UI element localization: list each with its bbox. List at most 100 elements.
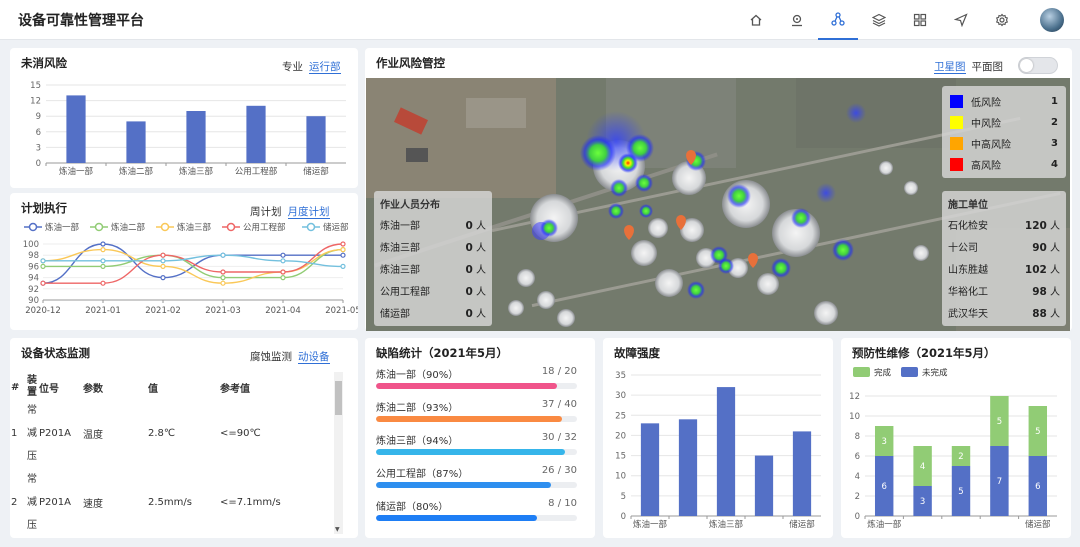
row-name: 炼油三部 bbox=[380, 242, 420, 254]
series-line bbox=[43, 254, 344, 268]
x-tick-label: 储运部 bbox=[1025, 519, 1051, 530]
y-tick-label: 6 bbox=[855, 452, 860, 462]
data-point bbox=[100, 280, 106, 286]
row-value: 0 bbox=[465, 285, 473, 298]
cell-unit-tag: 常减压 P201A bbox=[27, 468, 83, 537]
scroll-down-icon[interactable]: ▼ bbox=[335, 526, 340, 533]
legend-count: 2 bbox=[1051, 117, 1058, 128]
legend-label: 中高风险 bbox=[971, 140, 1011, 151]
tab-rotating-equipment[interactable]: 动设备 bbox=[298, 351, 330, 364]
defect-label-row: 炼油二部（93%） 37 / 40 bbox=[376, 399, 577, 414]
y-tick-label: 15 bbox=[30, 81, 41, 91]
legend-swatch bbox=[950, 116, 963, 129]
data-label: 5 bbox=[997, 417, 1002, 427]
scrollbar-thumb[interactable] bbox=[335, 381, 342, 415]
data-point bbox=[160, 274, 166, 281]
tab-plan-view[interactable]: 平面图 bbox=[971, 61, 1004, 73]
data-point bbox=[160, 263, 166, 270]
y-tick-label: 98 bbox=[28, 251, 39, 261]
data-point bbox=[220, 252, 226, 258]
risk-legend-list: 低风险 1 中风险 2 中高风险 3 高风险 4 bbox=[950, 91, 1058, 175]
bar bbox=[640, 423, 660, 516]
risk-legend-item: 高风险 4 bbox=[950, 154, 1058, 175]
monitor-table: # 装置 位号 参数 值 参考值 1 常减压 P201A 温度 2.8℃ <=90℃ 2 常减… bbox=[11, 375, 333, 537]
row-value-wrap: 0 人 bbox=[466, 283, 487, 298]
y-tick-label: 20 bbox=[615, 431, 626, 441]
data-label: 3 bbox=[920, 497, 925, 507]
legend-swatch bbox=[950, 137, 963, 150]
y-tick-label: 25 bbox=[615, 411, 626, 421]
data-point bbox=[280, 269, 286, 275]
layers-icon bbox=[872, 13, 886, 27]
row-value: 0 bbox=[465, 307, 473, 320]
cell-ref: <=90℃ bbox=[220, 428, 261, 439]
nav-network[interactable] bbox=[818, 0, 858, 40]
defect-ratio: 26 / 30 bbox=[541, 465, 577, 476]
data-label: 5 bbox=[1035, 427, 1040, 437]
row-value-wrap: 90 人 bbox=[1032, 239, 1060, 254]
nav-grid[interactable] bbox=[900, 0, 940, 40]
y-tick-label: 8 bbox=[855, 432, 860, 442]
cell-index: 2 bbox=[11, 497, 18, 508]
data-label: 4 bbox=[920, 462, 925, 472]
monitor-title: 设备状态监测 bbox=[21, 346, 90, 360]
y-tick-label: 12 bbox=[849, 392, 860, 402]
data-point bbox=[220, 280, 226, 286]
data-point bbox=[160, 252, 166, 258]
plan-card: 计划执行 周计划 月度计划 炼油一部 炼油二部 炼油三部 公用工程部 储运部 90 92 94 9… bbox=[10, 193, 358, 330]
data-label: 6 bbox=[1035, 482, 1040, 492]
table-body: 1 常减压 P201A 温度 2.8℃ <=90℃ 2 常减压 P201A 速度 2.5mm/s <=… bbox=[11, 399, 333, 537]
x-tick-label: 炼油一部 bbox=[633, 519, 668, 530]
y-tick-label: 12 bbox=[30, 97, 41, 107]
y-tick-label: 2 bbox=[855, 492, 860, 502]
tab-corrosion[interactable]: 腐蚀监测 bbox=[250, 351, 292, 363]
tab-satellite[interactable]: 卫星图 bbox=[934, 61, 966, 74]
nav-settings[interactable] bbox=[982, 0, 1022, 40]
nav-send[interactable] bbox=[941, 0, 981, 40]
bar-segment bbox=[990, 396, 1009, 446]
nav-layers[interactable] bbox=[859, 0, 899, 40]
monitor-card: 设备状态监测 腐蚀监测 动设备 bbox=[10, 338, 358, 538]
defect-item: 炼油三部（94%） 30 / 32 bbox=[376, 432, 577, 455]
nav-home[interactable] bbox=[736, 0, 776, 40]
y-tick-label: 4 bbox=[855, 472, 860, 482]
tab-weekly-plan[interactable]: 周计划 bbox=[250, 206, 282, 218]
defect-label: 炼油二部（93%） bbox=[376, 403, 459, 414]
bar-segment bbox=[990, 446, 1009, 516]
data-label: 3 bbox=[881, 437, 886, 447]
user-avatar[interactable] bbox=[1040, 8, 1064, 32]
view-toggle[interactable] bbox=[1018, 57, 1058, 74]
row-name: 炼油三部 bbox=[380, 264, 420, 276]
bar bbox=[716, 387, 736, 516]
data-point bbox=[40, 258, 46, 264]
nav-location[interactable] bbox=[777, 0, 817, 40]
bar-segment bbox=[913, 446, 932, 486]
tab-monthly-plan[interactable]: 月度计划 bbox=[287, 206, 330, 219]
contractor-panel: 施工单位 石化检安 120 人十公司 90 人山东胜越 102 人华裕化工 98 人武汉… bbox=[942, 191, 1066, 326]
risk-card: 未消风险 专业 运行部 0 3 6 9 12 15 炼油一部 炼油二部 炼油三部 公用工程部 储运部 bbox=[10, 48, 358, 188]
cell-ref: <=7.1mm/s bbox=[220, 497, 281, 508]
legend-label: 未完成 bbox=[922, 368, 948, 379]
y-tick-label: 30 bbox=[615, 391, 626, 401]
table-scrollbar[interactable]: ▼ bbox=[334, 372, 343, 534]
defect-label-row: 炼油三部（94%） 30 / 32 bbox=[376, 432, 577, 447]
legend-label: 完成 bbox=[874, 368, 892, 379]
legend-swatch bbox=[950, 95, 963, 108]
unit-char: 压 bbox=[27, 451, 37, 462]
row-value-wrap: 0 人 bbox=[466, 305, 487, 320]
tab-department[interactable]: 运行部 bbox=[309, 61, 341, 74]
defect-item: 储运部（80%） 8 / 10 bbox=[376, 498, 577, 521]
progress-track bbox=[376, 515, 577, 521]
unit-char: 常 bbox=[27, 474, 37, 485]
data-point bbox=[100, 246, 106, 253]
cell-tag: P201A bbox=[39, 428, 71, 439]
tab-specialty[interactable]: 专业 bbox=[282, 61, 303, 73]
progress-fill bbox=[376, 482, 551, 488]
y-tick-label: 94 bbox=[28, 274, 39, 284]
cell-value: 2.5mm/s bbox=[148, 497, 192, 508]
satellite-map[interactable]: 作业人员分布 炼油一部 0 人炼油三部 0 人炼油三部 0 人公用工程部 0 人储运部 0… bbox=[366, 78, 1070, 331]
monitor-tabs: 腐蚀监测 动设备 bbox=[244, 349, 330, 364]
y-tick-label: 6 bbox=[36, 128, 41, 138]
panel-row: 石化检安 120 人 bbox=[948, 213, 1060, 235]
progress-fill bbox=[376, 383, 557, 389]
